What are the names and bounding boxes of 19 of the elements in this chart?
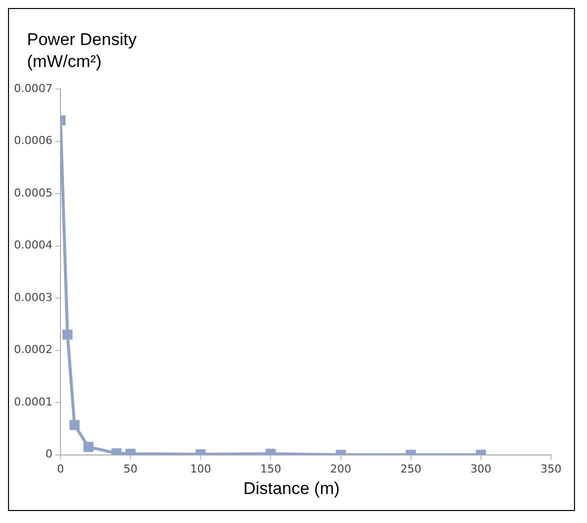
x-axis-title: Distance (m): [242, 479, 341, 499]
x-tick-label: 200: [330, 462, 352, 476]
y-tick-label: 0.0002: [14, 343, 52, 356]
y-tick-label: 0: [45, 448, 52, 461]
y-tick-label: 0.0006: [14, 134, 52, 148]
x-tick-label: 100: [190, 462, 212, 476]
y-axis-title: Power Density (mW/cm²): [27, 29, 138, 73]
point: [62, 330, 73, 340]
y-tick-label: 0.0007: [14, 82, 52, 95]
y-tick-label: 0.0003: [14, 290, 52, 304]
y-tick-label: 0.0004: [14, 238, 52, 252]
y-tick-label: 0.0005: [14, 186, 52, 200]
x-tick-label: 150: [260, 462, 282, 476]
x-tick-label: 50: [124, 462, 138, 476]
x-tick-label: 350: [540, 462, 562, 476]
y-tick-label: 0.0001: [14, 395, 52, 408]
x-tick-label: 300: [470, 462, 492, 476]
x-tick-label: 250: [400, 462, 422, 476]
x-tick-label: 0: [56, 462, 64, 476]
